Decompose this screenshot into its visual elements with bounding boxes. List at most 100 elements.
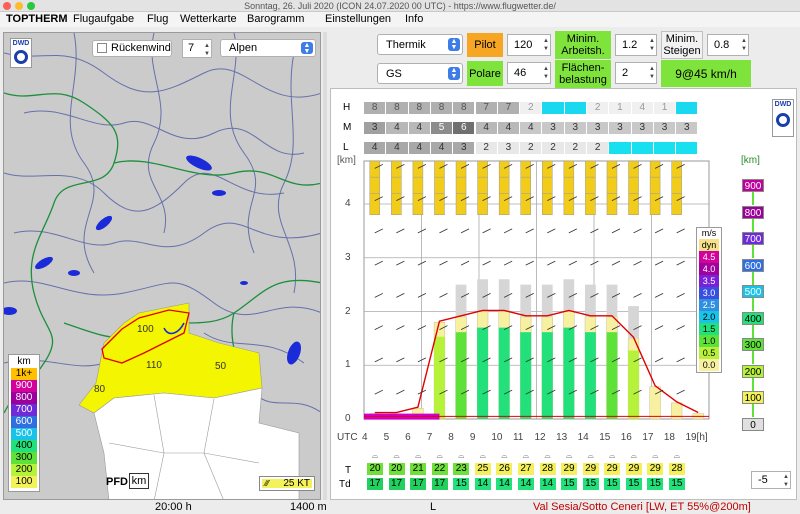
climb-legend-item: 0.5 [699,347,719,359]
map-label-50: 50 [215,361,227,372]
minimize-window-button[interactable] [15,2,23,10]
checkbox-box[interactable] [97,43,107,53]
stepper-arrows-icon[interactable]: ▲ ▼ [204,43,210,57]
wind-barb [676,196,685,201]
cloud-cell: 4 [364,142,386,154]
thermal-bar [584,316,597,420]
climb-bar [434,336,445,419]
menu-wetterkarte[interactable]: Wetterkarte [180,13,237,25]
km-legend-stem [752,179,754,205]
wind-barb [482,389,491,395]
flaechenbelastung-stepper[interactable]: 2 ▲ ▼ [615,62,657,84]
pfd-unit-button[interactable]: km [129,473,149,489]
td-label: Td [339,479,351,490]
min-arbeitshoehe-stepper[interactable]: 1.2 ▲ ▼ [615,34,657,56]
wind-barb [396,325,405,330]
menu-barogramm[interactable]: Barogramm [247,13,305,25]
wind-barb [417,260,427,266]
wind-barb [547,293,556,298]
cloudbase-line [374,309,699,414]
stepper-arrows-icon[interactable]: ▲ ▼ [783,474,789,488]
x-tick: 6 [405,432,411,443]
polare-stepper[interactable]: 46 ▲ ▼ [507,62,551,84]
wind-barb [676,357,685,363]
temperature-cell: 29 [582,463,599,475]
legend-item: 600 [11,416,37,428]
offset-stepper[interactable]: -5 ▲ ▼ [751,471,791,489]
cloud-symbol-icon: ⌓ [436,451,443,460]
wind-barb [525,228,534,234]
stepper-arrows-icon[interactable]: ▲ ▼ [741,38,747,52]
dewpoint-cell: 17 [410,478,427,490]
dewpoint-cell: 17 [431,478,448,490]
select-arrows-icon[interactable]: ▲ ▼ [301,42,313,55]
cloud-cell: 3 [587,122,609,134]
pilot-label: Pilot [467,33,503,57]
stepper-arrows-icon[interactable]: ▲ ▼ [649,66,655,80]
legend-item: 400 [11,440,37,452]
wind-barb [525,293,534,298]
select-arrows-icon[interactable]: ▲ ▼ [448,38,460,51]
wind-barb [396,260,405,266]
wind-barb [374,293,383,298]
altitude-legend: km 1k+ 900 800 700 600 500 400 300 200 100 [8,354,40,492]
wind-barb [525,196,534,201]
cloud-cell [631,142,653,154]
wind-barb [374,325,383,330]
wind-barb [503,260,513,266]
cloud-cell [653,142,676,154]
stepper-arrows-icon[interactable]: ▲ ▼ [649,38,655,52]
dewpoint-cell: 15 [604,478,621,490]
y-unit: [km] [337,155,356,166]
cloud-cell: 3 [653,122,676,134]
wind-stepper[interactable]: 7 ▲ ▼ [182,39,212,58]
wind-barb [547,260,556,266]
cloud-row-label: M [343,122,352,133]
wind-barb [611,325,621,330]
map-panel[interactable]: 100 110 50 80 DWD Rückenwind 7 ▲ ▼ Alpen … [3,32,321,500]
wind-barb [547,389,556,395]
region-select[interactable]: Alpen ▲ ▼ [220,39,316,57]
cloud-cell: 1 [653,102,676,114]
map-canvas[interactable] [4,33,321,500]
stepper-arrows-icon[interactable]: ▲ ▼ [543,66,549,80]
cloud-cell: 8 [453,102,475,114]
close-window-button[interactable] [3,2,11,10]
menu-info[interactable]: Info [405,13,424,25]
zoom-window-button[interactable] [27,2,35,10]
km-legend-stem [752,205,754,232]
dwd-swirl-icon [776,113,790,127]
wind-scale-bar [262,479,312,488]
glider-select[interactable]: GS ▲ ▼ [377,63,463,84]
cloud-cell [676,102,698,114]
cloud-cell: 1 [609,102,631,114]
wind-barb [396,293,405,298]
mode-select[interactable]: Thermik ▲ ▼ [377,34,463,55]
cloud-cell: 3 [542,122,564,134]
menu-flugaufgabe[interactable]: Flugaufgabe [73,13,135,25]
stepper-arrows-icon[interactable]: ▲ ▼ [543,38,549,52]
thermal-bar [369,413,381,420]
menu-toptherm[interactable]: TOPTHERM [6,13,68,25]
y-tick: 2 [345,305,351,317]
min-steigen-stepper[interactable]: 0.8 ▲ ▼ [707,34,749,56]
wind-barb [482,260,491,266]
wind-barb [503,196,513,201]
pilot-stepper[interactable]: 120 ▲ ▼ [507,34,551,56]
wind-barb [439,357,448,363]
cloud-cell: 7 [497,102,520,114]
pane-splitter[interactable] [323,32,327,500]
wind-barb [439,293,448,298]
dewpoint-cell: 15 [582,478,599,490]
cloud-cell: 8 [408,102,430,114]
menu-einstellungen[interactable]: Einstellungen [325,13,392,25]
menu-flug[interactable]: Flug [147,13,169,25]
wind-barb [482,357,491,363]
select-arrows-icon[interactable]: ▲ ▼ [448,67,460,80]
wind-barb [633,357,642,363]
wind-barb [568,325,578,330]
wind-barb [417,389,427,395]
wind-barb [590,325,599,330]
rueckenwind-checkbox[interactable]: Rückenwind [92,40,172,57]
